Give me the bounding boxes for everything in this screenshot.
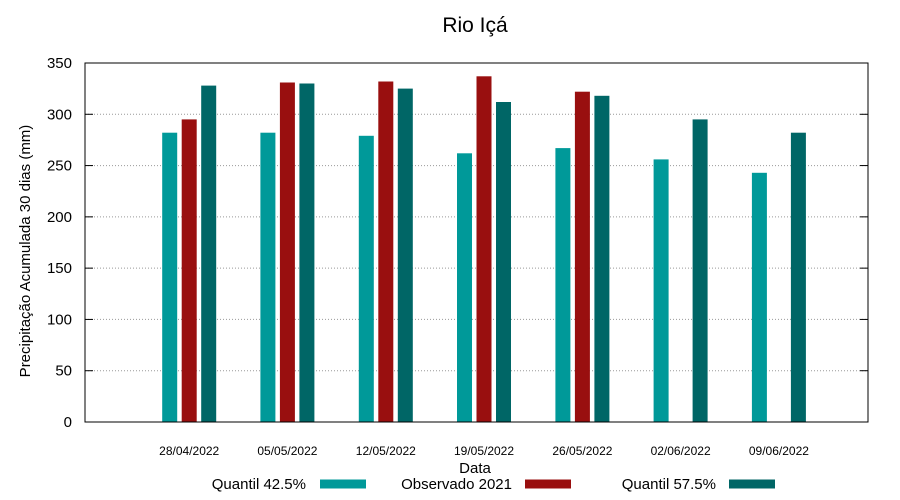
- bar: [653, 159, 669, 422]
- y-axis: 0 50 100 150 200 250 300 350: [47, 55, 868, 431]
- legend-label: Quantil 57.5%: [622, 476, 716, 493]
- legend-label: Quantil 42.5%: [212, 476, 306, 493]
- x-axis-label: Data: [459, 460, 491, 477]
- bar: [457, 153, 472, 423]
- x-tick-label: 26/05/2022: [552, 444, 612, 458]
- y-tick-label: 0: [64, 414, 72, 431]
- x-tick-label: 02/06/2022: [651, 444, 711, 458]
- legend-label: Observado 2021: [401, 476, 512, 493]
- bar: [476, 76, 492, 423]
- bar: [162, 132, 178, 422]
- legend-swatch: [525, 479, 571, 489]
- bar: [181, 119, 197, 423]
- bar: [692, 119, 708, 423]
- legend: Quantil 42.5% Observado 2021 Quantil 57.5%: [212, 476, 775, 493]
- x-axis: 28/04/2022 05/05/2022 12/05/2022 19/05/2022…: [159, 444, 809, 458]
- legend-swatch: [729, 479, 775, 489]
- legend-swatch: [320, 479, 366, 489]
- y-tick-label: 250: [47, 158, 72, 175]
- y-axis-label: Precipitação Acumulada 30 dias (mm): [17, 125, 34, 378]
- x-tick-label: 19/05/2022: [454, 444, 514, 458]
- x-tick-label: 28/04/2022: [159, 444, 219, 458]
- x-tick-label: 12/05/2022: [356, 444, 416, 458]
- y-tick-label: 50: [55, 363, 72, 380]
- bar: [299, 83, 315, 422]
- bar: [260, 132, 276, 422]
- bar: [555, 148, 571, 422]
- bar: [574, 91, 590, 422]
- y-tick-label: 100: [47, 311, 72, 328]
- bar: [279, 82, 295, 422]
- bar: [496, 102, 511, 422]
- x-tick-label: 05/05/2022: [257, 444, 317, 458]
- bar: [358, 135, 374, 423]
- bar: [790, 132, 806, 422]
- y-tick-label: 150: [47, 260, 72, 277]
- y-tick-label: 300: [47, 106, 72, 123]
- bar: [201, 85, 217, 422]
- bar: [397, 88, 413, 422]
- y-tick-label: 200: [47, 209, 72, 226]
- plot-frame: [84, 62, 869, 423]
- chart-title: Rio Içá: [442, 14, 508, 37]
- bar: [751, 172, 767, 422]
- y-tick-label: 350: [47, 55, 72, 72]
- bars: [162, 76, 806, 423]
- bar: [378, 81, 394, 422]
- x-tick-label: 09/06/2022: [749, 444, 809, 458]
- bar: [594, 95, 610, 423]
